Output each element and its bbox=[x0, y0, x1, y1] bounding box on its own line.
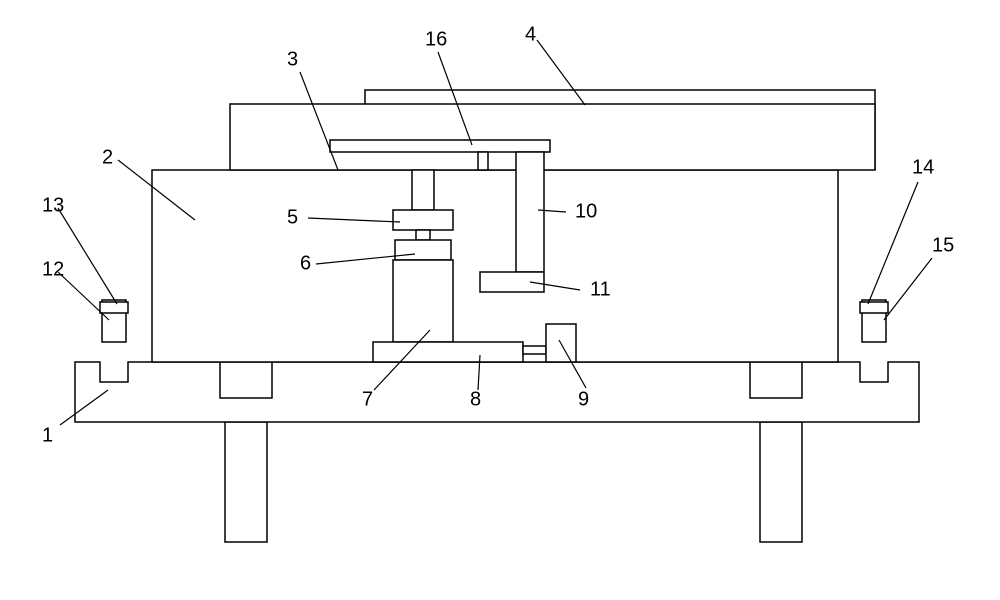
label-13: 13 bbox=[42, 194, 64, 216]
label-14: 14 bbox=[912, 156, 934, 178]
label-9: 9 bbox=[578, 388, 589, 410]
label-1: 1 bbox=[42, 424, 53, 446]
label-6: 6 bbox=[300, 252, 311, 274]
label-15: 15 bbox=[932, 234, 954, 256]
label-7: 7 bbox=[362, 388, 373, 410]
label-2: 2 bbox=[102, 146, 113, 168]
label-16: 16 bbox=[425, 28, 447, 50]
label-3: 3 bbox=[287, 48, 298, 70]
label-4: 4 bbox=[525, 23, 536, 45]
label-11: 11 bbox=[590, 278, 611, 300]
label-10: 10 bbox=[575, 200, 597, 222]
technical-diagram: 12345678910111213141516 bbox=[0, 0, 1000, 600]
label-12: 12 bbox=[42, 258, 64, 280]
label-8: 8 bbox=[470, 388, 481, 410]
label-5: 5 bbox=[287, 206, 298, 228]
